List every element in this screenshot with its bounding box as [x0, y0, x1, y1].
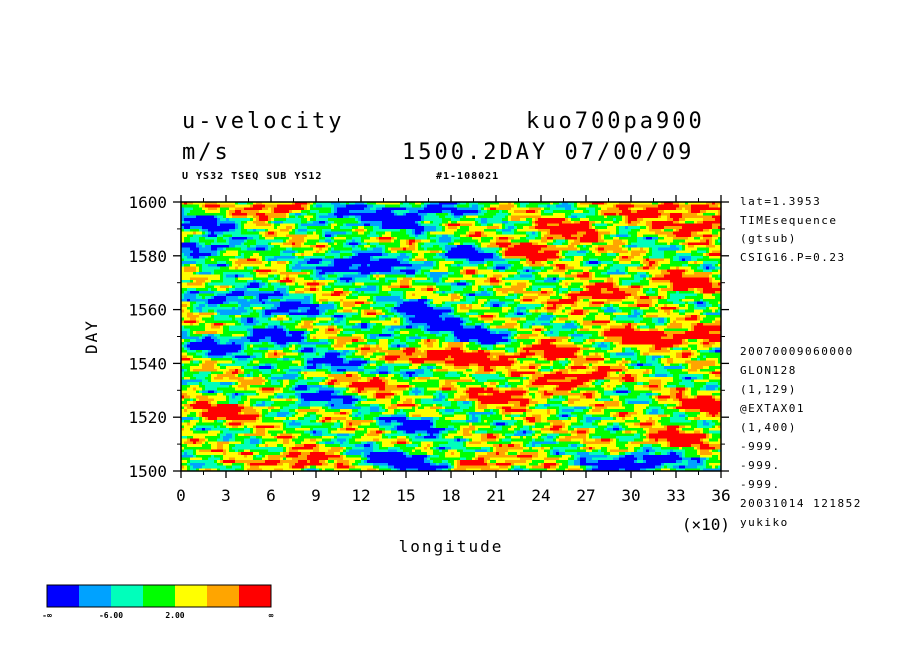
heatmap-field: [181, 202, 722, 472]
